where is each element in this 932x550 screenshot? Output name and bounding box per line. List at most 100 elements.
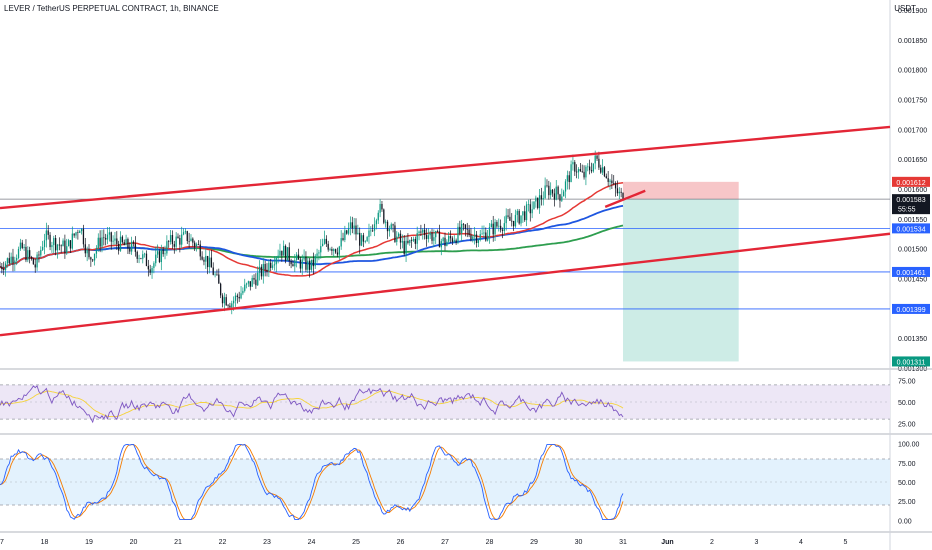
candle-body <box>29 250 31 258</box>
candle-body <box>397 233 400 237</box>
candle-body <box>16 257 18 261</box>
candle <box>349 216 352 236</box>
candle <box>503 216 505 236</box>
candle-body <box>524 211 526 221</box>
candle <box>488 222 491 244</box>
y-tick-label: 0.001850 <box>898 38 927 45</box>
candle <box>323 230 326 245</box>
candle <box>164 245 166 260</box>
candle <box>507 209 509 219</box>
candle-body <box>77 232 79 233</box>
candle-body <box>323 238 326 244</box>
candle-body <box>357 232 359 235</box>
candle-body <box>334 249 337 253</box>
candle <box>32 257 35 265</box>
candle <box>266 263 268 277</box>
candle <box>30 255 33 261</box>
candle-body <box>396 236 398 242</box>
candle-body <box>268 262 270 272</box>
candle-body <box>329 249 331 250</box>
candle <box>603 165 606 178</box>
candle <box>386 219 389 240</box>
candle-body <box>296 254 298 260</box>
candle-body <box>277 255 279 259</box>
candle <box>327 240 329 252</box>
candle <box>97 233 99 252</box>
candle-body <box>427 235 429 239</box>
candle-body <box>364 241 366 242</box>
candle <box>511 213 513 227</box>
candle <box>520 215 522 227</box>
candle-body <box>448 236 450 242</box>
candle <box>1 263 3 274</box>
candle-body <box>351 222 353 229</box>
y-tick-label: 0.001700 <box>898 127 927 134</box>
candle <box>255 273 257 289</box>
x-tick-label: 4 <box>799 539 803 546</box>
candle-body <box>492 223 494 235</box>
candle-body <box>47 230 49 235</box>
price-label: 0.001534 <box>892 223 930 234</box>
candle <box>179 234 181 253</box>
candle <box>101 229 103 253</box>
candle-body <box>23 246 25 248</box>
candle <box>214 271 216 278</box>
candle-body <box>177 236 179 239</box>
candle <box>461 219 463 242</box>
candle-body <box>136 251 138 259</box>
candle <box>284 244 287 264</box>
candle <box>251 275 253 287</box>
candle-body <box>21 242 23 248</box>
candle <box>399 230 402 250</box>
candle-body <box>245 283 248 285</box>
candle <box>366 235 368 243</box>
candle-body <box>105 238 107 240</box>
candle <box>531 201 533 219</box>
candle-body <box>199 244 201 257</box>
candle <box>17 246 20 260</box>
candle <box>392 223 394 233</box>
candle-body <box>470 235 472 240</box>
candle <box>334 248 337 254</box>
candle-body <box>310 259 313 270</box>
candle-body <box>41 247 44 250</box>
candle-body <box>116 238 118 244</box>
candle <box>208 250 211 274</box>
candle <box>240 286 242 300</box>
candle <box>82 224 85 248</box>
candle-body <box>147 266 149 270</box>
candle <box>490 220 493 228</box>
candle <box>422 228 424 240</box>
candle <box>112 235 114 245</box>
candle <box>446 239 448 247</box>
price-label-bg <box>892 194 930 215</box>
candle <box>314 254 316 270</box>
candle-body <box>275 258 277 265</box>
candle-body <box>197 244 200 245</box>
candle <box>219 282 222 299</box>
x-tick-label: 30 <box>575 539 583 546</box>
candle <box>516 208 518 223</box>
candle <box>38 250 40 263</box>
candle-body <box>462 223 465 225</box>
candle <box>192 237 194 247</box>
y-tick-label: 0.001500 <box>898 247 927 254</box>
candle-body <box>118 243 120 251</box>
candle <box>216 269 218 276</box>
candle <box>195 242 198 252</box>
candle <box>518 209 520 225</box>
candle-body <box>535 197 537 202</box>
candle-body <box>422 229 424 233</box>
candle-body <box>457 226 459 243</box>
x-tick-label: 31 <box>619 539 627 546</box>
candle-body <box>203 259 205 262</box>
candle <box>546 179 548 188</box>
candle <box>403 234 405 257</box>
candle-body <box>257 272 259 286</box>
candle-body <box>379 203 381 213</box>
candle <box>88 244 90 260</box>
candle <box>247 280 250 287</box>
candle-body <box>127 239 129 249</box>
candle <box>340 230 342 250</box>
